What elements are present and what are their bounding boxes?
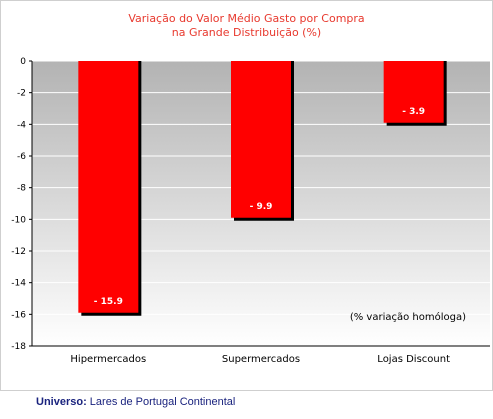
bar-data-label: - 15.9: [94, 297, 123, 307]
bar-data-label: - 9.9: [250, 202, 273, 212]
y-tick-label: -14: [11, 279, 26, 289]
bars: - 15.9 - 9.9 - 3.9: [78, 61, 447, 316]
x-category-label: Supermercados: [222, 354, 300, 365]
chart-annotation: (% variação homóloga): [350, 311, 466, 323]
chart-title-line-1: Variação do Valor Médio Gasto por Compra: [128, 12, 365, 25]
bar: [383, 61, 444, 123]
footer-note: Universo: Lares de Portugal Continental: [36, 396, 235, 408]
bar: [231, 61, 291, 218]
y-tick-label: -6: [17, 152, 26, 162]
chart-title-line-2: na Grande Distribuição (%): [171, 26, 322, 39]
chart-title: Variação do Valor Médio Gasto por Compra…: [0, 12, 493, 40]
y-axis: 0 -2 -4 -6 -8 -10 -12 -14 -16 -18: [11, 57, 33, 352]
y-tick-label: -2: [17, 89, 26, 99]
y-tick-label: -8: [17, 184, 26, 194]
footer-label: Universo:: [36, 396, 87, 408]
y-tick-label: -12: [11, 247, 26, 257]
y-tick-label: -10: [11, 215, 26, 225]
x-axis: Hipermercados Supermercados Lojas Discount: [32, 345, 490, 365]
bar: [78, 61, 139, 313]
y-tick-label: -16: [11, 310, 26, 320]
x-category-label: Lojas Discount: [377, 354, 450, 365]
y-tick-label: -4: [17, 120, 26, 130]
y-tick-label: 0: [20, 57, 26, 67]
bar-data-label: - 3.9: [402, 107, 425, 117]
footer-text: Lares de Portugal Continental: [86, 396, 236, 408]
x-category-label: Hipermercados: [70, 354, 146, 365]
y-tick-label: -18: [11, 342, 26, 352]
